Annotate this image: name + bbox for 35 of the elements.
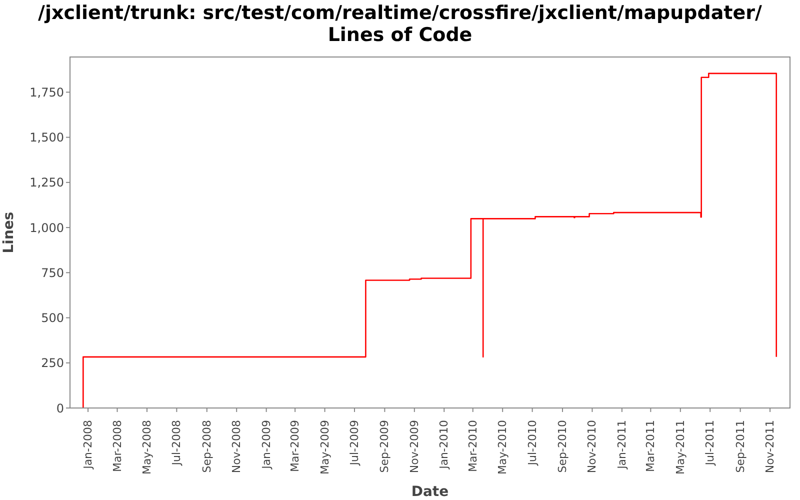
- x-tick-label: Jul-2010: [526, 420, 539, 466]
- x-tick-label: Sep-2010: [556, 420, 570, 473]
- x-tick-label: Sep-2008: [200, 420, 214, 473]
- y-tick-label: 750: [41, 266, 64, 280]
- x-tick-label: Mar-2008: [110, 420, 124, 472]
- x-tick-label: Nov-2008: [230, 420, 244, 474]
- y-axis-title: Lines: [0, 212, 17, 254]
- x-tick-label: Mar-2010: [466, 420, 480, 472]
- y-tick-label: 0: [56, 401, 64, 416]
- x-tick-label: Mar-2009: [288, 420, 302, 472]
- x-tick-label: Jul-2011: [704, 420, 717, 466]
- x-tick-label: May-2008: [140, 420, 154, 475]
- x-tick-label: Jul-2009: [348, 420, 361, 466]
- x-tick-label: May-2010: [496, 420, 510, 475]
- x-tick-label: Sep-2011: [734, 420, 747, 473]
- y-tick-label: 1,000: [30, 220, 64, 235]
- y-tick-label: 1,250: [30, 176, 64, 190]
- x-tick-label: Jul-2008: [170, 420, 184, 466]
- x-tick-label: Mar-2011: [644, 420, 658, 472]
- x-tick-label: Sep-2009: [378, 420, 392, 473]
- y-tick-label: 250: [41, 356, 64, 370]
- x-tick-label: Nov-2011: [764, 420, 777, 474]
- x-tick-label: Nov-2010: [586, 420, 599, 474]
- x-tick-label: May-2009: [318, 420, 332, 475]
- y-tick-label: 500: [41, 311, 64, 326]
- y-tick-label: 1,750: [30, 85, 64, 100]
- y-tick-label: 1,500: [30, 130, 64, 145]
- x-tick-label: Jan-2011: [615, 420, 628, 470]
- chart-title: /jxclient/trunk: src/test/com/realtime/crossfire/jxclient/mapupdater/ Lines of Code: [37, 2, 763, 46]
- x-tick-label: May-2011: [674, 420, 687, 475]
- x-tick-label: Nov-2009: [408, 420, 421, 474]
- x-tick-label: Jan-2008: [82, 420, 95, 470]
- x-axis-title: Date: [411, 484, 449, 500]
- x-tick-label: Jan-2009: [260, 420, 273, 470]
- x-tick-label: Jan-2010: [438, 420, 451, 470]
